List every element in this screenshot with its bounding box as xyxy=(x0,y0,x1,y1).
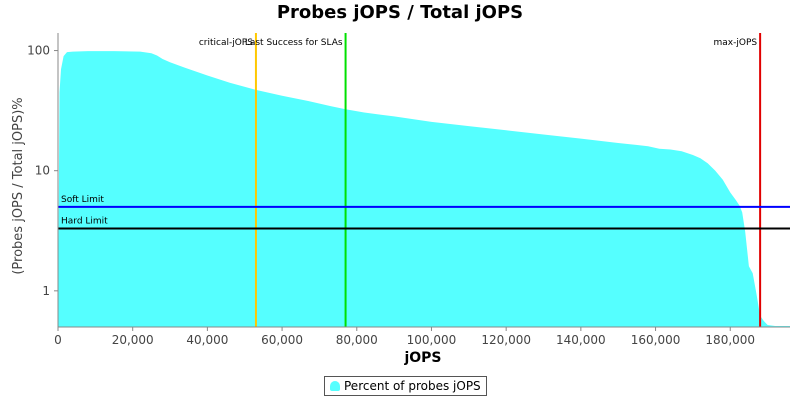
x-tick-label: 100,000 xyxy=(407,333,457,347)
y-tick-label: 1 xyxy=(42,284,50,298)
x-tick-label: 40,000 xyxy=(186,333,228,347)
plot-area xyxy=(58,33,790,327)
x-tick-label: 180,000 xyxy=(705,333,755,347)
vertical-marker-label: critical-jOPS xyxy=(199,38,253,48)
legend-label: Percent of probes jOPS xyxy=(344,379,481,393)
chart-title: Probes jOPS / Total jOPS xyxy=(276,2,524,23)
x-tick-label: 60,000 xyxy=(261,333,303,347)
y-tick-label: 10 xyxy=(35,164,50,178)
vertical-marker-label: Last Success for SLAs xyxy=(245,38,343,48)
vertical-marker-label: max-jOPS xyxy=(714,38,758,48)
horizontal-marker-label: Soft Limit xyxy=(61,195,104,205)
x-axis-title: jOPS xyxy=(403,350,441,366)
series-area-0 xyxy=(58,51,790,327)
axes: 0 20,000 40,000 60,000 80,000 100,000 120,000 1… xyxy=(27,33,790,347)
legend-swatch xyxy=(330,381,340,391)
x-tick-label: 0 xyxy=(54,333,62,347)
y-tick-label: 100 xyxy=(27,44,50,58)
legend: Percent of probes jOPS xyxy=(324,376,487,396)
y-axis-title: (Probes jOPS / Total jOPS)% xyxy=(11,97,26,274)
horizontal-marker-label: Hard Limit xyxy=(61,217,108,227)
x-tick-label: 160,000 xyxy=(631,333,681,347)
x-tick-label: 140,000 xyxy=(556,333,606,347)
x-tick-label: 20,000 xyxy=(112,333,154,347)
x-tick-label: 80,000 xyxy=(336,333,378,347)
x-tick-label: 120,000 xyxy=(481,333,531,347)
